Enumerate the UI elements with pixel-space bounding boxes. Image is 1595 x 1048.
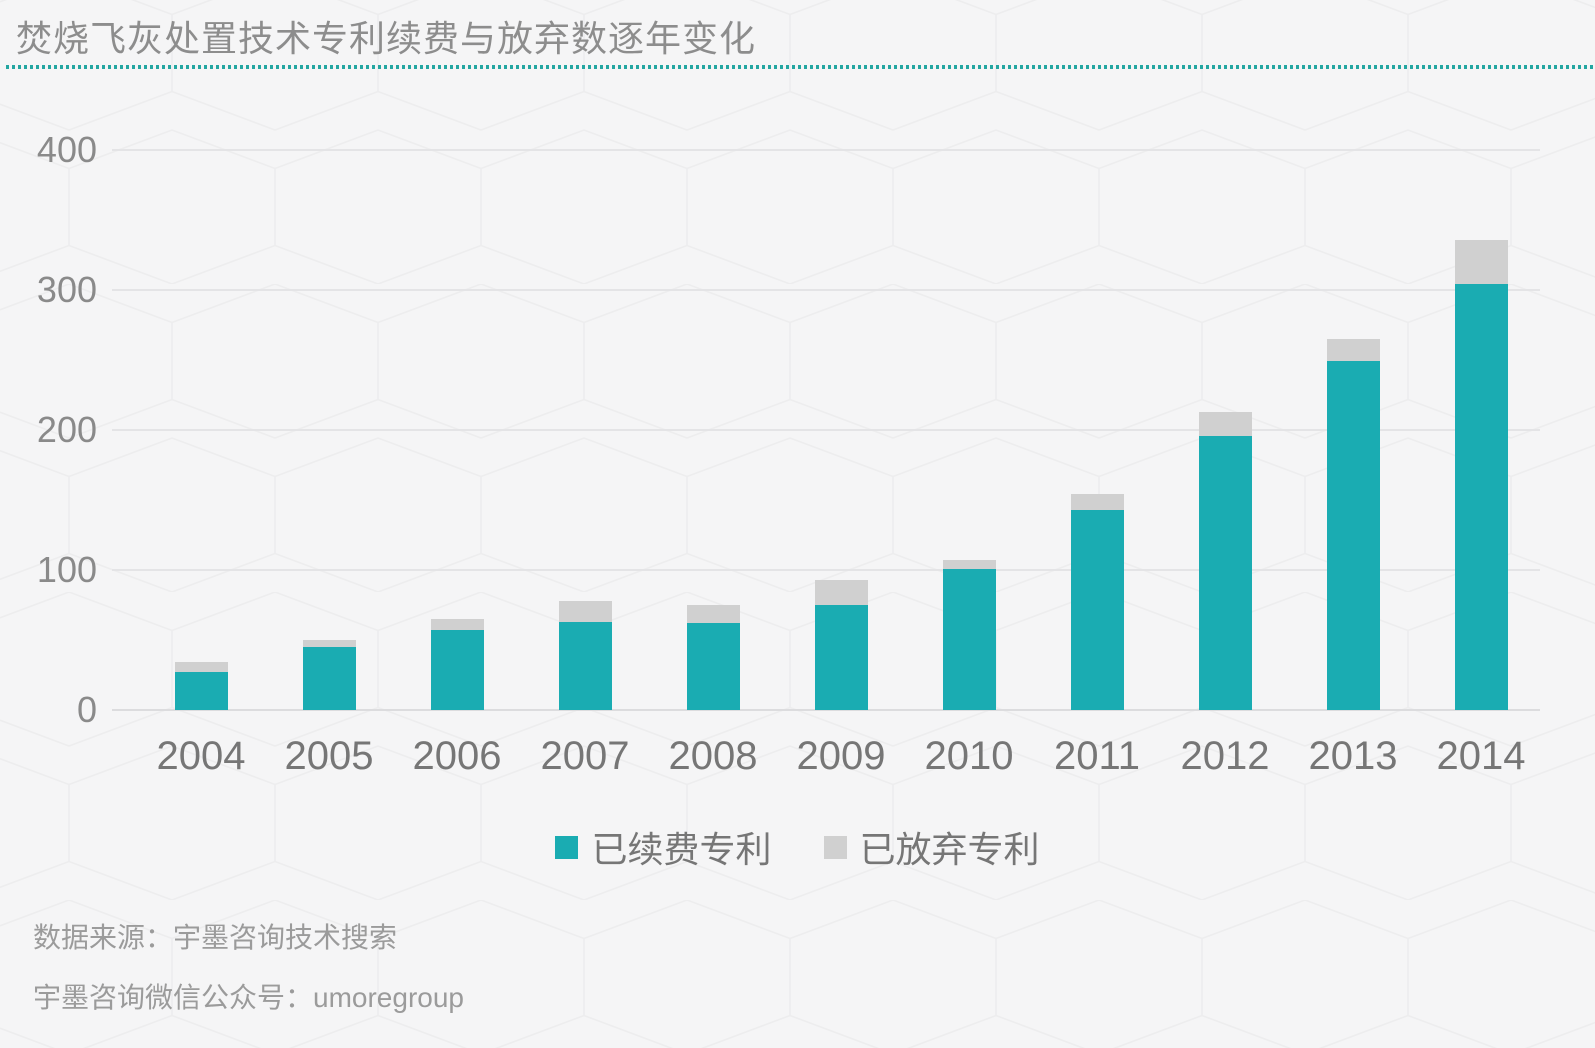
x-axis-tick-label: 2005 xyxy=(284,734,374,778)
bar-abandoned-2013 xyxy=(1326,339,1380,362)
bar-renewed-2007 xyxy=(558,621,612,710)
legend-item-abandoned: 已放弃专利 xyxy=(823,821,1040,873)
legend-label-abandoned: 已放弃专利 xyxy=(859,829,1040,870)
bar-abandoned-2008 xyxy=(686,605,740,624)
x-axis-tick-label: 2006 xyxy=(412,734,502,778)
gridline xyxy=(112,289,1540,291)
bar-renewed-2014 xyxy=(1454,284,1508,710)
x-axis-tick-label: 2012 xyxy=(1180,734,1270,778)
bar-abandoned-2004 xyxy=(174,662,228,673)
y-axis-tick-label: 300 xyxy=(36,269,97,310)
x-axis-baseline xyxy=(112,709,1540,711)
bar-abandoned-2007 xyxy=(558,600,612,622)
abandoned-patents-swatch-icon xyxy=(823,835,847,859)
dotted-divider-line xyxy=(6,65,1595,69)
bar-renewed-2004 xyxy=(174,672,228,710)
bar-abandoned-2006 xyxy=(430,619,484,631)
y-axis-tick-label: 400 xyxy=(36,129,97,170)
bar-abandoned-2010 xyxy=(942,560,996,569)
gridline xyxy=(112,149,1540,151)
bar-renewed-2013 xyxy=(1326,361,1380,710)
bar-renewed-2008 xyxy=(686,623,740,710)
x-axis-tick-label: 2007 xyxy=(540,734,630,778)
x-axis-tick-label: 2004 xyxy=(156,734,246,778)
x-axis-tick-label: 2010 xyxy=(924,734,1014,778)
x-axis-tick-label: 2013 xyxy=(1308,734,1398,778)
y-axis-tick-label: 200 xyxy=(36,409,97,450)
x-axis-tick-label: 2008 xyxy=(668,734,758,778)
legend-label-renewed: 已续费专利 xyxy=(591,829,772,870)
data-source-text: 数据来源：宇墨咨询技术搜索 xyxy=(33,922,398,953)
chart-title: 焚烧飞灰处置技术专利续费与放弃数逐年变化 xyxy=(16,18,757,59)
wechat-account-text: 宇墨咨询微信公众号：umoregroup xyxy=(33,982,464,1013)
renewed-patents-swatch-icon xyxy=(555,835,579,859)
x-axis-tick-label: 2011 xyxy=(1053,734,1140,778)
x-axis-tick-label: 2009 xyxy=(796,734,886,778)
gridline xyxy=(112,429,1540,431)
bar-renewed-2011 xyxy=(1070,509,1124,710)
bar-abandoned-2012 xyxy=(1198,411,1252,436)
bar-abandoned-2011 xyxy=(1070,494,1124,510)
legend-item-renewed: 已续费专利 xyxy=(555,821,772,873)
x-axis-tick-label: 2014 xyxy=(1436,734,1526,778)
gridline xyxy=(112,569,1540,571)
y-axis-tick-label: 0 xyxy=(76,689,97,730)
bar-abandoned-2005 xyxy=(302,640,356,647)
bar-renewed-2010 xyxy=(942,568,996,710)
bar-abandoned-2014 xyxy=(1454,239,1508,285)
y-axis-tick-label: 100 xyxy=(36,549,97,590)
bar-renewed-2005 xyxy=(302,647,356,710)
bar-renewed-2006 xyxy=(430,630,484,710)
bar-renewed-2009 xyxy=(814,605,868,710)
bar-renewed-2012 xyxy=(1198,435,1252,710)
chart-legend: 已续费专利 已放弃专利 xyxy=(0,822,1595,872)
bar-abandoned-2009 xyxy=(814,579,868,605)
